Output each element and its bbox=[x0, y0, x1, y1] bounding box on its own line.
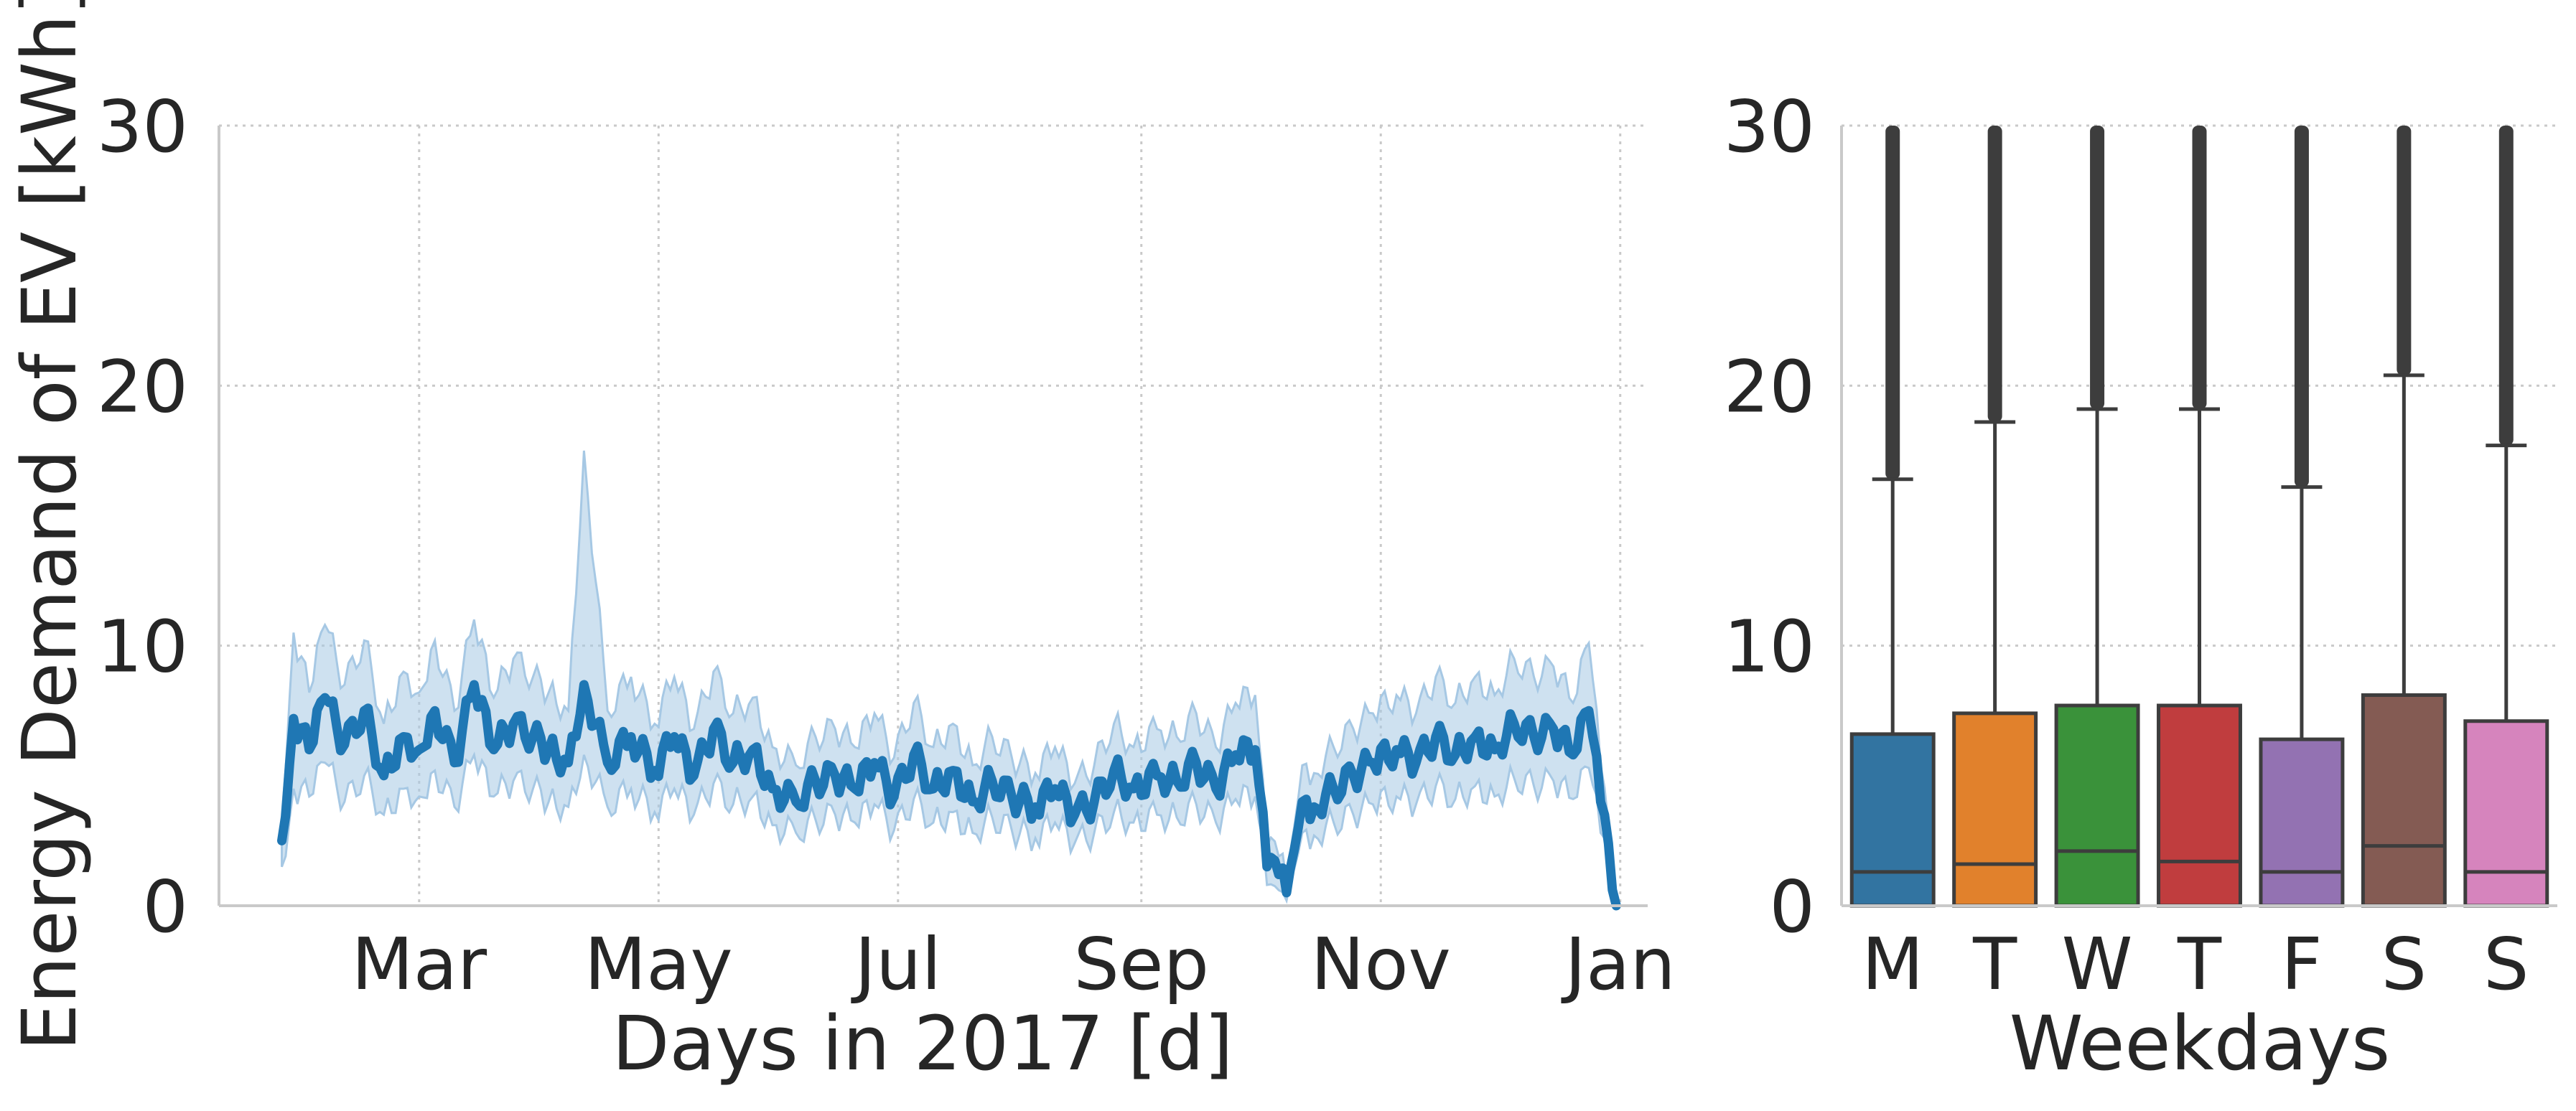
y-tick-label: 0 bbox=[142, 865, 188, 949]
iqr-box bbox=[2056, 705, 2138, 906]
iqr-box bbox=[2159, 705, 2241, 906]
x-tick-label: Jan bbox=[1561, 922, 1676, 1006]
y-tick-label: 30 bbox=[1724, 85, 1815, 169]
iqr-box bbox=[1852, 734, 1933, 906]
y-tick-label: 0 bbox=[1769, 865, 1815, 949]
x-tick-label: T bbox=[1972, 922, 2017, 1006]
box-7 bbox=[2465, 126, 2547, 906]
x-tick-label: W bbox=[2062, 922, 2133, 1006]
x-tick-label: Nov bbox=[1311, 922, 1451, 1006]
iqr-box bbox=[2363, 695, 2445, 906]
box-6 bbox=[2363, 126, 2445, 906]
box-2 bbox=[1954, 126, 2036, 906]
x-tick-label: Sep bbox=[1074, 922, 1209, 1006]
box-1 bbox=[1852, 126, 1933, 906]
outlier-markers bbox=[2397, 126, 2411, 375]
y-tick-label: 20 bbox=[1724, 344, 1815, 428]
y-tick-label: 10 bbox=[97, 605, 188, 689]
outlier-markers bbox=[2499, 126, 2514, 446]
line-chart-x-axis-title: Days in 2017 [d] bbox=[612, 1000, 1233, 1087]
outlier-markers bbox=[2090, 126, 2104, 409]
box-5 bbox=[2261, 126, 2343, 906]
x-tick-label: S bbox=[2483, 922, 2529, 1006]
box-plot-boxes bbox=[1852, 126, 2547, 906]
box-4 bbox=[2159, 126, 2241, 906]
line-chart-y-ticks: 0 10 20 30 bbox=[97, 85, 188, 949]
x-tick-label: May bbox=[584, 922, 733, 1006]
confidence-band bbox=[282, 451, 1617, 906]
outlier-markers bbox=[2193, 126, 2207, 409]
x-tick-label: S bbox=[2381, 922, 2427, 1006]
line-chart: 0 10 20 30 Mar May Jul Sep Nov Jan Days in 2017 … bbox=[6, 0, 1676, 1087]
outlier-markers bbox=[2295, 126, 2309, 487]
x-tick-label: T bbox=[2177, 922, 2222, 1006]
x-tick-label: F bbox=[2281, 922, 2323, 1006]
x-tick-label: Jul bbox=[850, 922, 941, 1006]
iqr-box bbox=[2465, 721, 2547, 906]
iqr-box bbox=[1954, 713, 2036, 906]
y-tick-label: 10 bbox=[1724, 605, 1815, 689]
line-chart-y-axis-title: Energy Demand of EV [kWh] bbox=[6, 0, 93, 1051]
box-plot-y-ticks: 0 10 20 30 bbox=[1724, 85, 1815, 949]
iqr-box bbox=[2261, 739, 2343, 906]
box-plot-x-axis-title: Weekdays bbox=[2010, 1000, 2390, 1087]
x-tick-label: Mar bbox=[351, 922, 487, 1006]
outlier-markers bbox=[1885, 126, 1900, 479]
x-tick-label: M bbox=[1862, 922, 1923, 1006]
line-chart-x-ticks: Mar May Jul Sep Nov Jan bbox=[351, 922, 1675, 1006]
y-tick-label: 20 bbox=[97, 344, 188, 428]
outlier-markers bbox=[1988, 126, 2002, 422]
box-3 bbox=[2056, 126, 2138, 906]
y-tick-label: 30 bbox=[97, 85, 188, 169]
